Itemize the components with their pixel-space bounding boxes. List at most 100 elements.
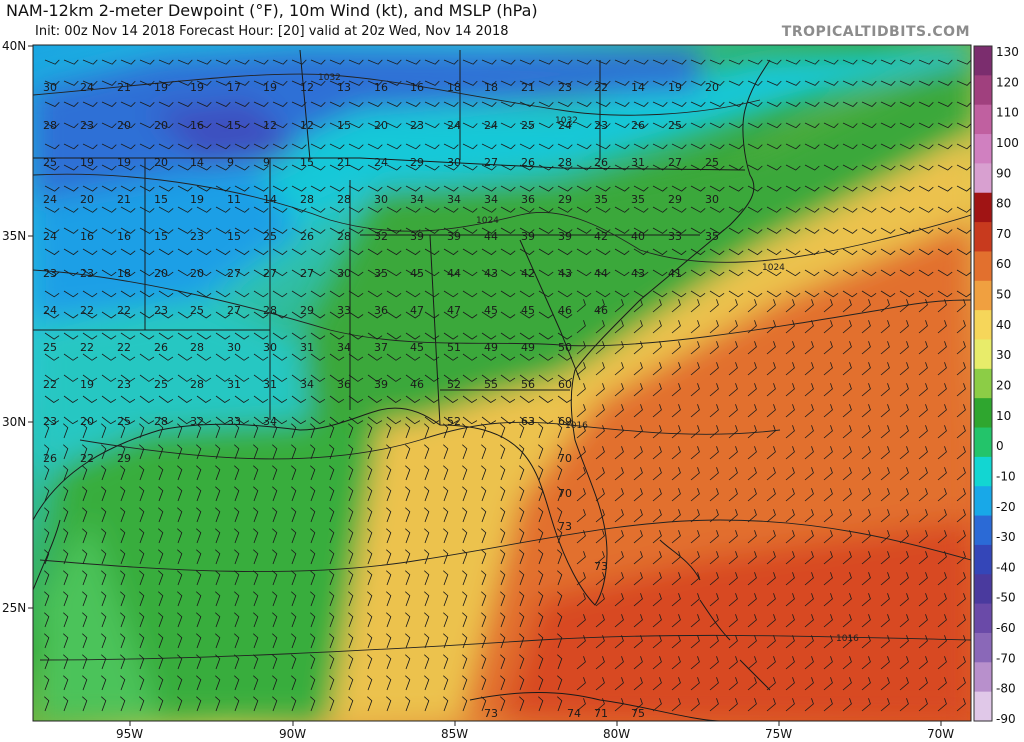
station-dewpoint: 31 — [227, 378, 241, 391]
station-dewpoint: 29 — [668, 193, 682, 206]
wind-barb — [766, 362, 776, 376]
wind-barb — [804, 206, 820, 213]
wind-barb — [500, 416, 516, 425]
wind-barb — [82, 164, 98, 171]
wind-barb — [652, 656, 662, 670]
station-dewpoint: 34 — [484, 193, 498, 206]
wind-barb — [842, 122, 858, 129]
wind-barb — [633, 269, 649, 277]
wind-barb — [196, 80, 212, 86]
wind-barb — [709, 362, 719, 376]
wind-barb — [139, 332, 155, 340]
wind-barb — [671, 101, 687, 107]
wind-barb — [861, 248, 877, 256]
wind-barb — [690, 488, 700, 502]
wind-barb — [63, 353, 79, 361]
station-dewpoint: 23 — [594, 119, 608, 132]
wind-barb — [614, 299, 624, 313]
wind-barb — [766, 143, 782, 150]
wind-barb — [272, 374, 288, 382]
wind-barb — [367, 311, 383, 319]
lat-label: 25N — [2, 601, 26, 615]
station-dewpoint: 39 — [447, 230, 461, 243]
wind-barb — [462, 591, 468, 607]
wind-barb — [177, 528, 183, 544]
wind-barb — [576, 677, 586, 691]
wind-barb — [329, 654, 335, 670]
wind-barb — [443, 633, 449, 649]
wind-barb — [633, 551, 643, 565]
wind-barb — [861, 698, 871, 712]
station-dewpoint: 17 — [227, 81, 241, 94]
wind-barb — [880, 446, 890, 460]
wind-barb — [348, 122, 364, 129]
wind-barb — [956, 404, 966, 418]
wind-barb — [139, 227, 155, 234]
station-dewpoint: 25 — [117, 415, 131, 428]
station-dewpoint: 70 — [558, 487, 572, 500]
station-dewpoint: 21 — [117, 193, 131, 206]
station-dewpoint: 9 — [227, 156, 234, 169]
colorbar-swatch — [974, 603, 992, 634]
wind-barb — [272, 528, 278, 544]
wind-barb — [519, 332, 535, 340]
wind-barb — [633, 467, 643, 481]
wind-barb — [101, 528, 107, 544]
wind-barb — [443, 675, 449, 691]
wind-barb — [272, 395, 288, 403]
wind-barb — [120, 101, 136, 107]
wind-barb — [82, 374, 98, 382]
wind-barb — [215, 612, 221, 628]
wind-barb — [842, 206, 858, 213]
colorbar-swatch — [974, 427, 992, 458]
wind-barb — [652, 143, 668, 150]
wind-barb — [101, 311, 117, 319]
wind-barb — [728, 446, 738, 460]
wind-barb — [823, 614, 833, 628]
wind-barb — [215, 101, 231, 107]
wind-barb — [367, 164, 383, 171]
wind-barb — [405, 465, 411, 481]
wind-barb — [462, 528, 468, 544]
wind-barb — [139, 311, 155, 319]
wind-barb — [405, 332, 421, 340]
wind-barb — [861, 269, 877, 277]
wind-barb — [614, 290, 630, 298]
wind-barb — [196, 164, 212, 171]
wind-barb — [139, 633, 145, 649]
wind-barb — [918, 404, 928, 418]
wind-barb — [44, 570, 50, 586]
wind-barb — [63, 59, 79, 65]
wind-barb — [766, 509, 776, 523]
wind-barb — [291, 507, 297, 523]
wind-barb — [538, 164, 554, 171]
wind-barb — [310, 164, 326, 171]
wind-barb — [747, 185, 763, 192]
wind-barb — [177, 591, 183, 607]
wind-barb — [405, 80, 421, 86]
wind-barb — [766, 635, 776, 649]
wind-barb — [956, 227, 971, 234]
wind-barb — [310, 332, 326, 340]
wind-barb — [709, 614, 719, 628]
station-dewpoint: 29 — [410, 156, 424, 169]
wind-barb — [215, 185, 231, 192]
wind-barb — [956, 269, 971, 277]
wind-barb — [443, 311, 459, 319]
wind-barb — [785, 530, 795, 544]
wind-barb — [367, 80, 383, 86]
wind-barb — [120, 269, 136, 277]
wind-barb — [462, 374, 478, 382]
wind-barb — [671, 698, 681, 712]
wind-barb — [462, 164, 478, 171]
wind-barb — [709, 185, 725, 192]
wind-barb — [899, 362, 909, 376]
wind-barb — [899, 269, 915, 277]
station-dewpoint: 73 — [484, 707, 498, 720]
wind-barb — [500, 59, 516, 65]
wind-barb — [538, 528, 544, 544]
wind-barb — [310, 311, 326, 319]
wind-barb — [576, 143, 592, 150]
wind-barb — [690, 530, 700, 544]
station-dewpoint: 14 — [190, 156, 204, 169]
